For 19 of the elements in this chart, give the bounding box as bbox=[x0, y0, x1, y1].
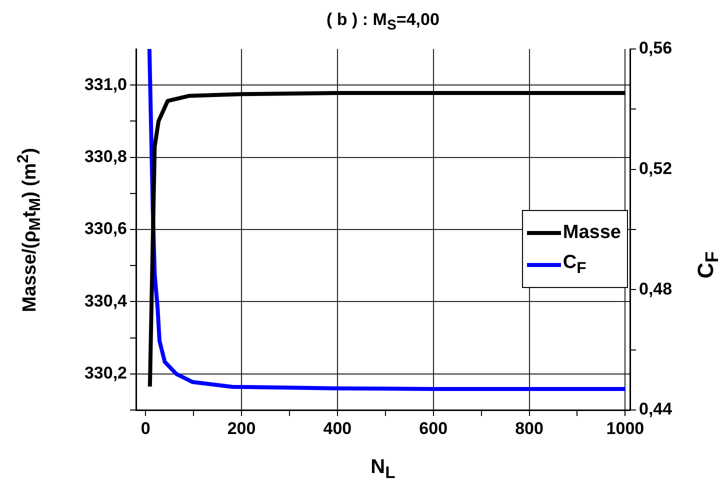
x-tick-label: 0 bbox=[140, 418, 150, 438]
y-tick-label: 330,4 bbox=[84, 291, 128, 310]
legend-label: Masse bbox=[562, 222, 621, 244]
y2-tick-label: 0,48 bbox=[639, 279, 672, 298]
y-tick-label: 330,2 bbox=[84, 364, 127, 383]
y2-tick-label: 0,52 bbox=[639, 159, 672, 178]
y-tick-label: 330,6 bbox=[84, 219, 127, 238]
y2-tick-label: 0,56 bbox=[639, 38, 672, 58]
y2-tick-label: 0,44 bbox=[639, 400, 673, 419]
y-tick-label: 330,8 bbox=[84, 146, 127, 166]
x-tick-label: 600 bbox=[419, 418, 448, 438]
y-tick-label: 331,0 bbox=[84, 74, 127, 94]
x-tick-label: 800 bbox=[515, 418, 544, 438]
chart-title: ( b ) : M$_{S}$=4,00 bbox=[326, 10, 440, 34]
x-tick-label: 200 bbox=[227, 418, 256, 438]
x-tick-label: 400 bbox=[323, 418, 352, 438]
x-tick-label: 1000 bbox=[606, 418, 644, 438]
x-axis-title: N$_{L}$ bbox=[370, 456, 396, 483]
legend-label: C$_{F}$ bbox=[562, 252, 586, 278]
